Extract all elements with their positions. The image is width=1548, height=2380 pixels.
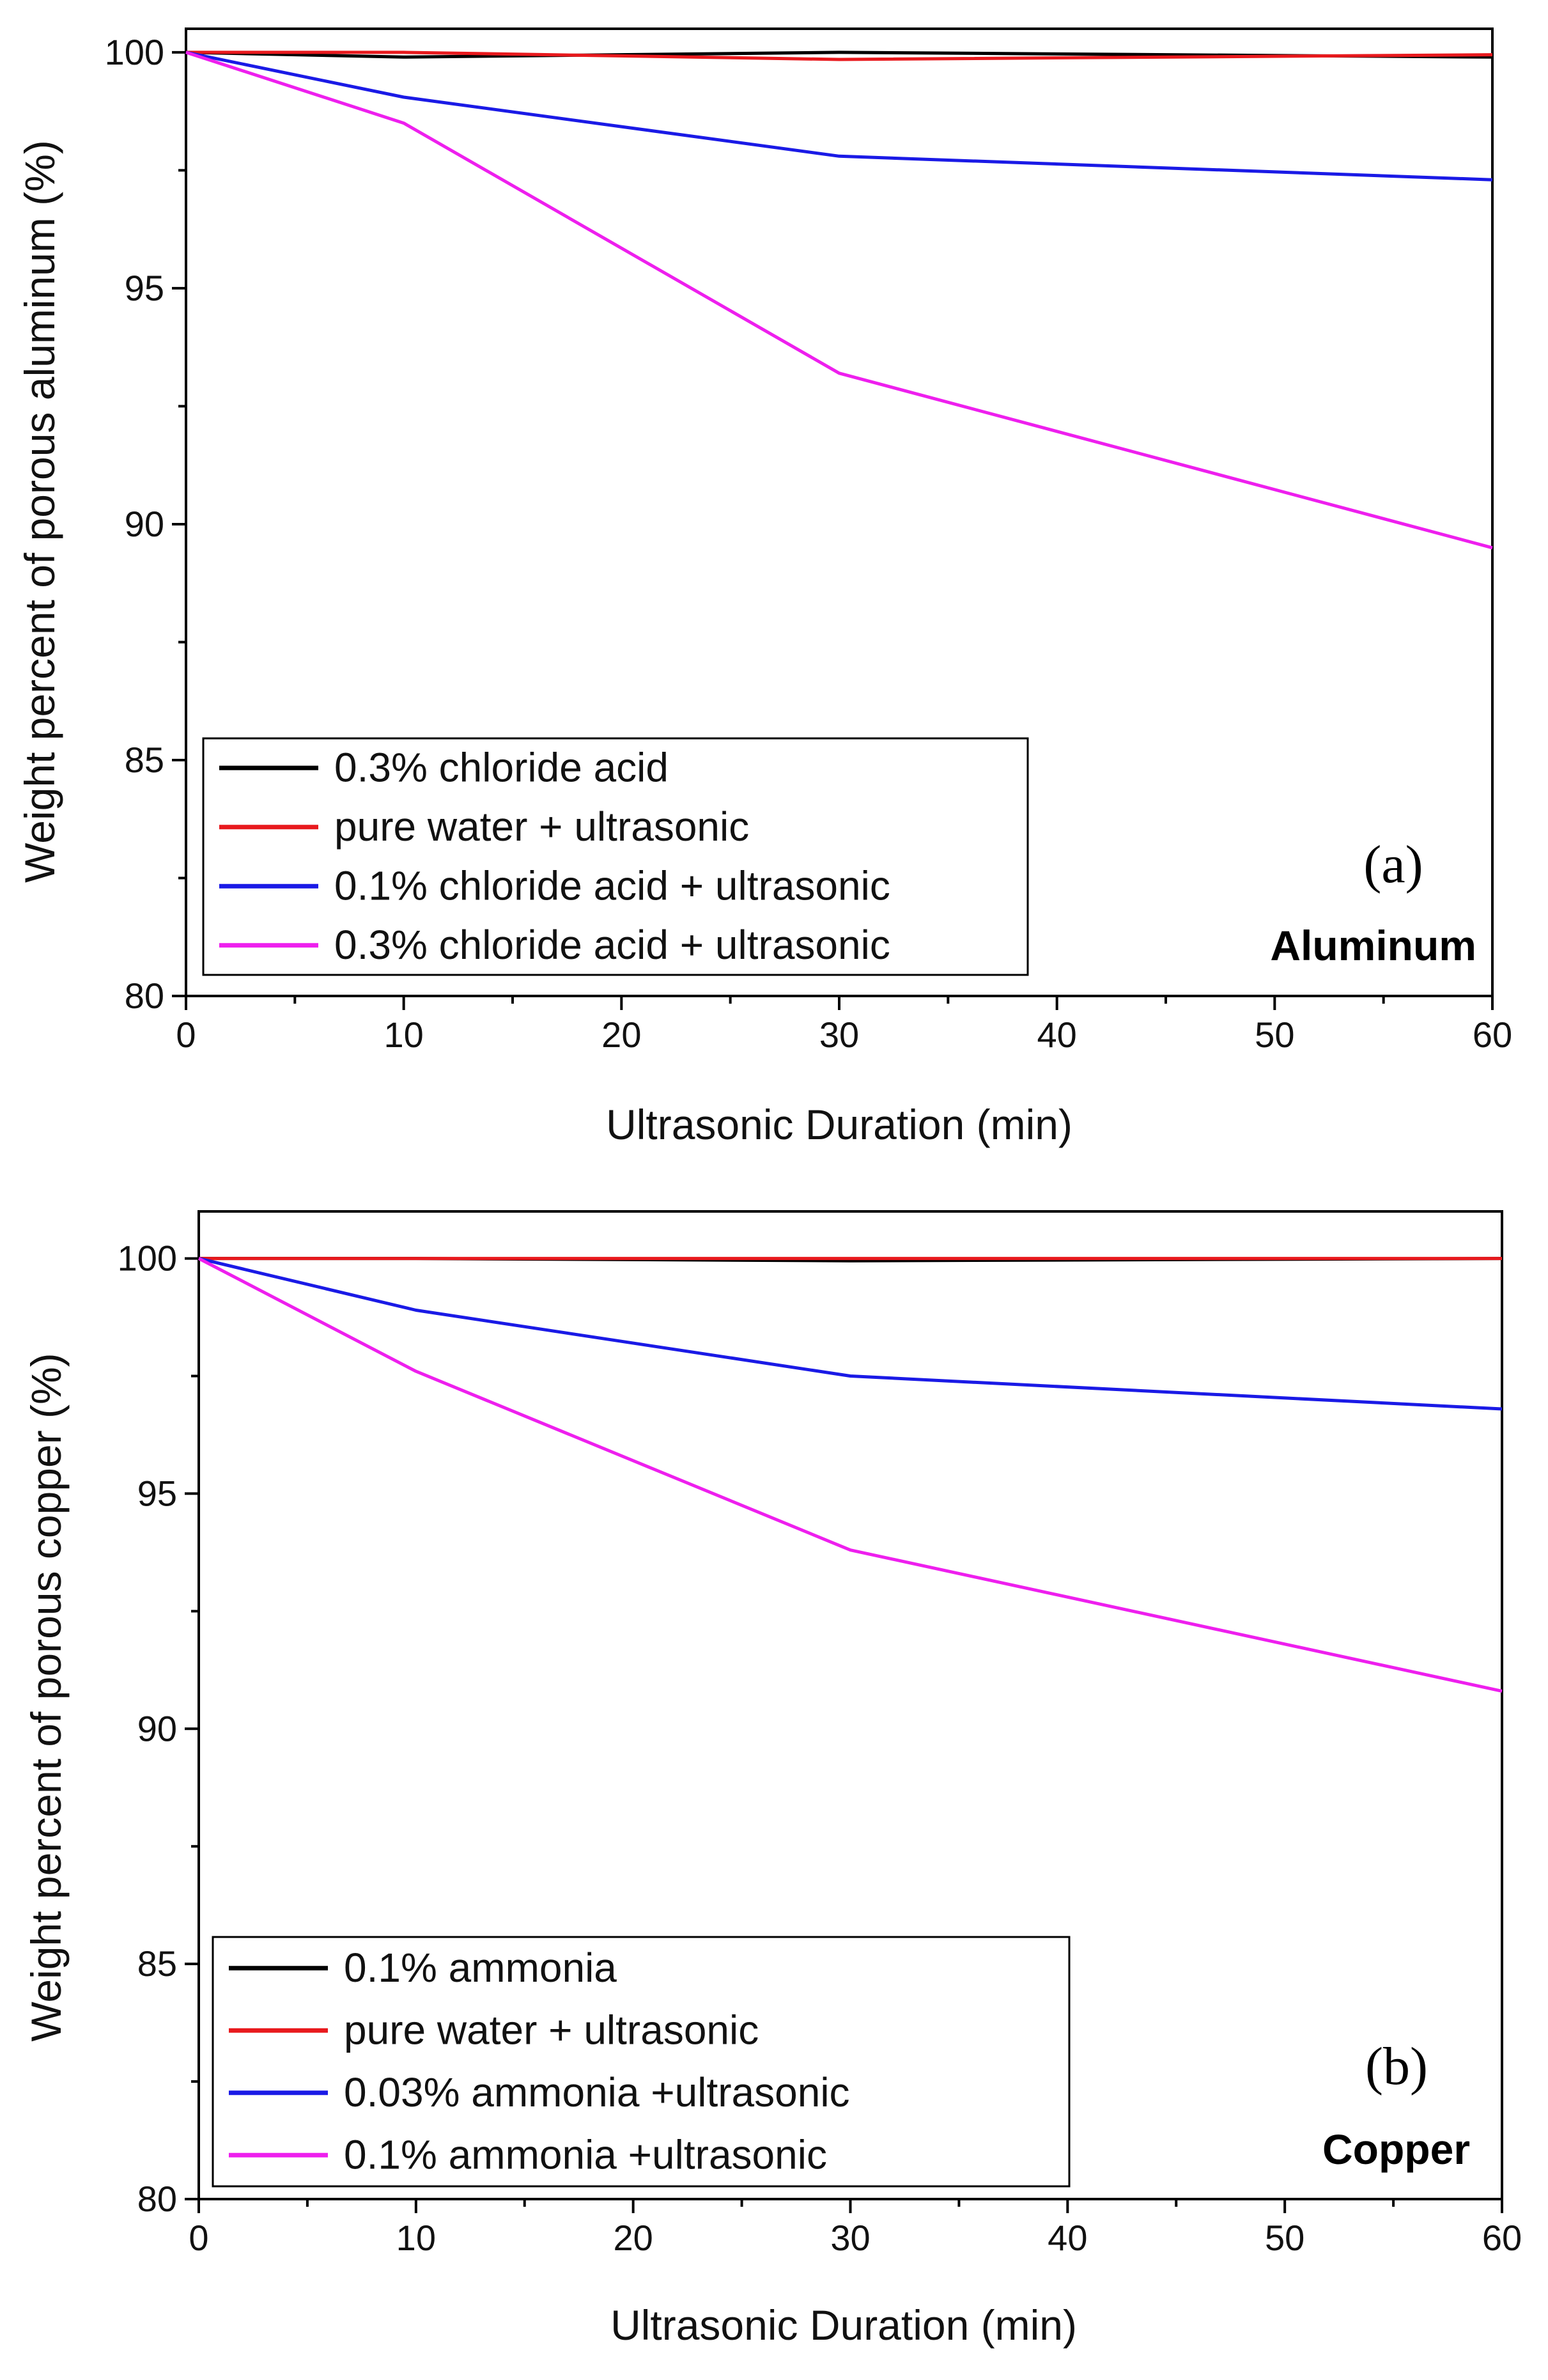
x-tick-label: 20 (614, 2218, 653, 2258)
y-tick-label: 95 (137, 1473, 177, 1513)
legend-box (212, 1936, 1071, 2188)
y-tick-label: 95 (125, 268, 164, 308)
y-tick-label: 100 (118, 1238, 177, 1279)
legend-entry-label: pure water + ultrasonic (344, 2007, 759, 2053)
x-axis-title: Ultrasonic Duration (min) (606, 1101, 1072, 1148)
y-tick-label: 90 (125, 504, 164, 544)
x-tick-label: 60 (1482, 2218, 1522, 2258)
legend-entry-label: pure water + ultrasonic (334, 804, 749, 850)
series-line-4 (197, 1257, 1503, 1693)
x-tick-label: 0 (176, 1015, 196, 1055)
y-tick-label: 85 (137, 1943, 177, 1984)
legend-entry-label: 0.1% ammonia (344, 1945, 617, 1991)
x-tick-label: 10 (396, 2218, 436, 2258)
y-tick-label: 90 (137, 1708, 177, 1748)
series-line-3 (185, 51, 1493, 182)
y-tick-label: 100 (105, 32, 164, 72)
x-axis-title: Ultrasonic Duration (min) (610, 2301, 1077, 2349)
material-label: Copper (1322, 2126, 1470, 2173)
y-tick-label: 85 (125, 740, 164, 780)
x-tick-label: 10 (384, 1015, 424, 1055)
legend: 0.1% ammonia pure water + ultrasonic 0.03%… (212, 1936, 1071, 2188)
series-line-4 (185, 51, 1493, 550)
legend-entry-label: 0.3% chloride acid (334, 744, 669, 790)
x-tick-label: 50 (1255, 1015, 1294, 1055)
legend: 0.3% chloride acid pure water + ultrasoni… (202, 737, 1029, 976)
x-tick-label: 50 (1265, 2218, 1304, 2258)
legend-entry-label: 0.03% ammonia +ultrasonic (344, 2069, 850, 2115)
x-tick-label: 60 (1473, 1015, 1512, 1055)
y-axis-title: Weight percent of porous copper (%) (22, 1353, 70, 2041)
panel-label: (a) (1363, 835, 1423, 894)
y-tick-label: 80 (137, 2179, 177, 2219)
x-tick-label: 40 (1048, 2218, 1087, 2258)
x-tick-label: 0 (189, 2218, 208, 2258)
legend-entry-label: 0.3% chloride acid + ultrasonic (334, 922, 890, 968)
y-tick-label: 80 (125, 976, 164, 1016)
legend-entry-label: 0.1% chloride acid + ultrasonic (334, 862, 890, 908)
chart-panel-1: 0 10 20 30 40 50 60 80 85 90 95 100 Ultrasonic Durat… (16, 27, 1512, 1148)
legend-entry-label: 0.1% ammonia +ultrasonic (344, 2131, 827, 2177)
series-line-3 (198, 1257, 1503, 1411)
x-tick-label: 30 (830, 2218, 870, 2258)
x-tick-label: 30 (819, 1015, 859, 1055)
x-tick-label: 20 (601, 1015, 641, 1055)
series-line-2 (186, 51, 1493, 61)
material-label: Aluminum (1270, 922, 1476, 969)
legend-box (202, 737, 1029, 976)
panel-label: (b) (1365, 2037, 1428, 2096)
chart-panel-2: 0 10 20 30 40 50 60 80 85 90 95 100 Ultrasonic Durat… (22, 1210, 1522, 2349)
y-axis-title: Weight percent of porous aluminum (%) (16, 140, 63, 883)
x-tick-label: 40 (1037, 1015, 1077, 1055)
